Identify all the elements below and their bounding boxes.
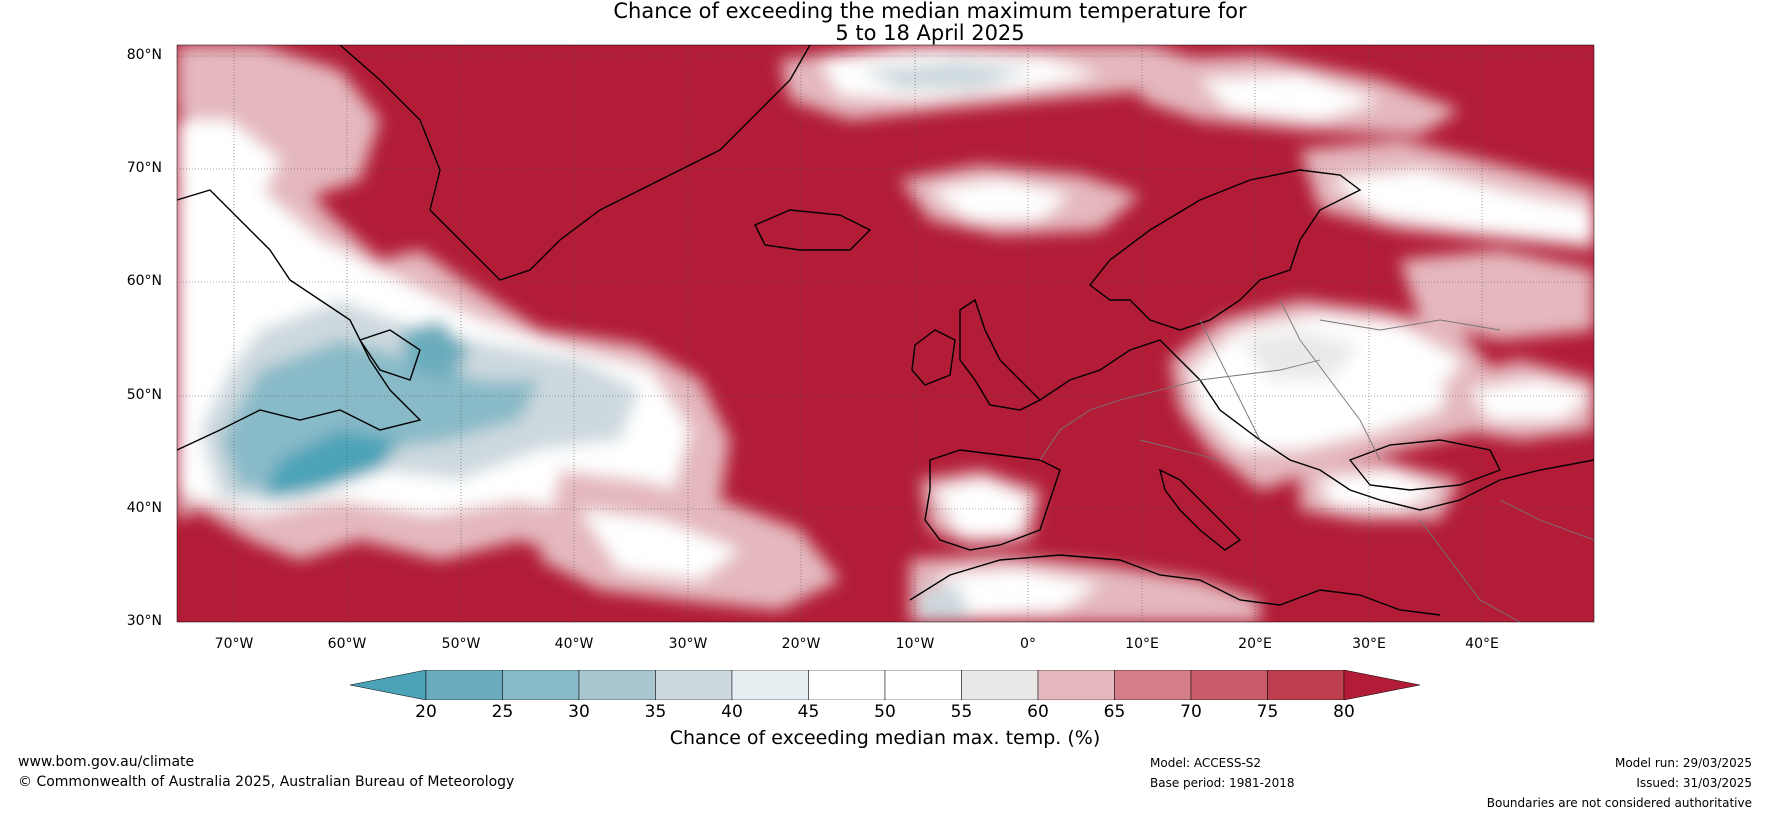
lon-label-60w: 60°W [327, 636, 367, 652]
colorbar-segment [502, 670, 580, 700]
lon-label-10e: 10°E [1125, 636, 1159, 652]
colorbar-segment [1114, 670, 1192, 700]
colorbar-tick-label: 55 [950, 702, 973, 722]
lon-label-30e: 30°E [1352, 636, 1386, 652]
lon-label-20w: 20°W [781, 636, 821, 652]
base-period-text: Base period: 1981-2018 [1150, 776, 1295, 790]
lat-label-30n: 30°N [126, 613, 162, 629]
colorbar-tick-label: 70 [1180, 702, 1202, 722]
lon-label-70w: 70°W [214, 636, 254, 652]
colorbar-segment [1190, 670, 1268, 700]
colorbar-tick-label: 40 [721, 702, 743, 722]
lon-label-50w: 50°W [441, 636, 481, 652]
colorbar-segment [961, 670, 1039, 700]
colorbar-segment [808, 670, 886, 700]
lon-label-40w: 40°W [554, 636, 594, 652]
lon-label-20e: 20°E [1238, 636, 1272, 652]
graticule [177, 45, 1594, 622]
colorbar-tick-label: 65 [1103, 702, 1126, 722]
colorbar-label: Chance of exceeding median max. temp. (%… [669, 727, 1101, 749]
copyright-text: © Commonwealth of Australia 2025, Austra… [18, 774, 515, 790]
colorbar-tick-label: 45 [797, 702, 820, 722]
lat-label-40n: 40°N [126, 500, 162, 516]
colorbar-segment [578, 670, 656, 700]
lon-label-40e: 40°E [1465, 636, 1499, 652]
colorbar-tick-label: 75 [1256, 702, 1279, 722]
lat-label-50n: 50°N [126, 387, 162, 403]
colorbar-high-extend [1343, 670, 1420, 700]
disclaimer-text: Boundaries are not considered authoritat… [1486, 796, 1752, 810]
colorbar-tick-label: 35 [644, 702, 667, 722]
colorbar-tick-label: 50 [874, 702, 896, 722]
colorbar-segment [731, 670, 809, 700]
lon-label-30w: 30°W [668, 636, 708, 652]
colorbar-tick-label: 60 [1027, 702, 1049, 722]
colorbar-segment [884, 670, 962, 700]
lat-label-80n: 80°N [126, 47, 162, 63]
lat-label-70n: 70°N [126, 160, 162, 176]
issued-text: Issued: 31/03/2025 [1636, 776, 1752, 790]
model-run-text: Model run: 29/03/2025 [1614, 756, 1752, 770]
colorbar-tick-label: 25 [491, 702, 514, 722]
colorbar [350, 670, 1420, 700]
colorbar-segment [655, 670, 733, 700]
lat-label-60n: 60°N [126, 273, 162, 289]
colorbar-tick-label: 20 [415, 702, 437, 722]
map-subtitle: 5 to 18 April 2025 [835, 21, 1025, 45]
lon-label-10w: 10°W [895, 636, 935, 652]
colorbar-low-extend [350, 670, 427, 700]
country-borders [1039, 299, 1594, 622]
colorbar-segment [1037, 670, 1115, 700]
colorbar-tick-label: 80 [1333, 702, 1355, 722]
lon-label-0: 0° [1020, 636, 1036, 652]
model-text: Model: ACCESS-S2 [1150, 756, 1262, 770]
colorbar-segment [425, 670, 503, 700]
coastlines [177, 45, 1594, 616]
anomaly-field [177, 45, 1594, 622]
colorbar-segment [1267, 670, 1345, 700]
map-title: Chance of exceeding the median maximum t… [613, 0, 1247, 23]
website-link[interactable]: www.bom.gov.au/climate [18, 754, 195, 770]
colorbar-tick-label: 30 [568, 702, 590, 722]
